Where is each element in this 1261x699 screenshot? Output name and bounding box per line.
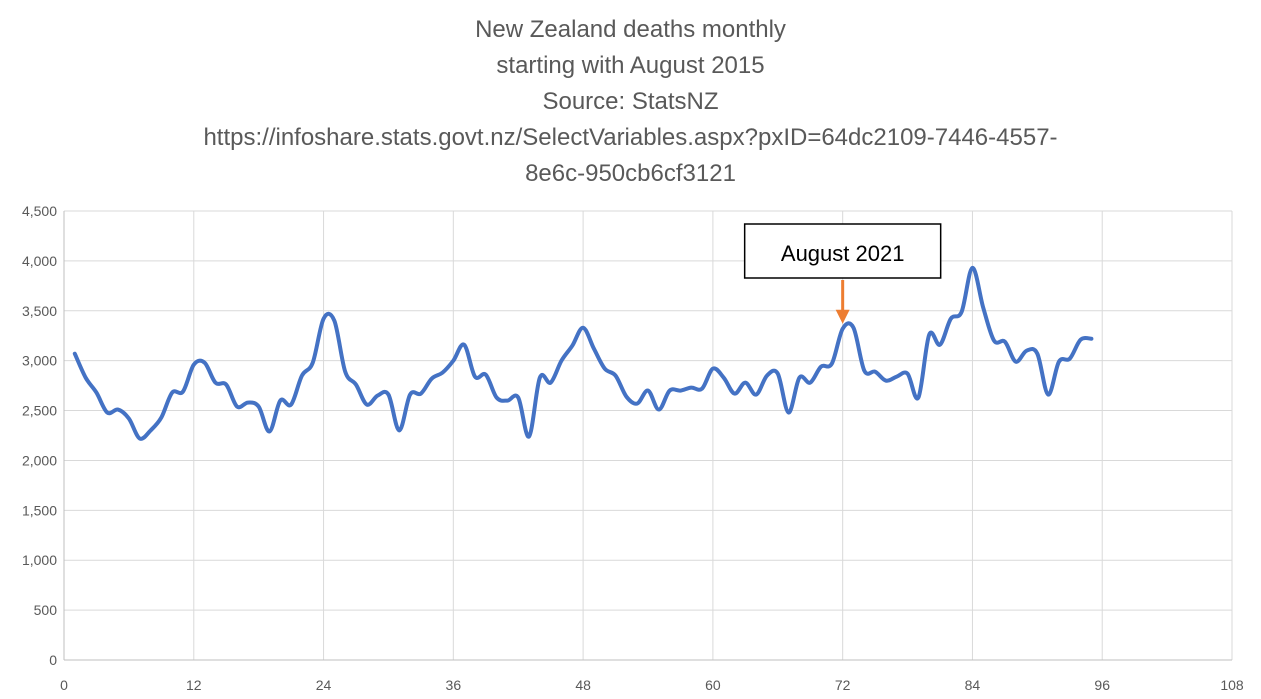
x-tick-label: 48 — [575, 677, 591, 693]
annotation: August 2021 — [743, 223, 942, 324]
y-tick-label: 2,000 — [22, 452, 57, 468]
y-tick-label: 1,000 — [22, 552, 57, 568]
annotation-arrow-head — [835, 309, 850, 324]
x-tick-label: 60 — [705, 677, 721, 693]
chart-title-line-3: Source: StatsNZ — [542, 88, 719, 115]
series-layer — [72, 265, 1094, 441]
y-tick-label: 0 — [49, 652, 57, 668]
x-tick-label: 24 — [316, 677, 332, 693]
y-tick-label: 4,000 — [22, 253, 57, 269]
chart-title-line-1: New Zealand deaths monthly — [475, 16, 786, 43]
chart-title-line-4: https://infoshare.stats.govt.nz/SelectVa… — [203, 124, 1058, 151]
x-tick-label: 0 — [60, 677, 68, 693]
y-tick-label: 1,500 — [22, 502, 57, 518]
x-tick-label: 108 — [1220, 677, 1244, 693]
annotation-label: August 2021 — [781, 241, 905, 266]
y-tick-label: 500 — [34, 602, 58, 618]
y-tick-label: 4,500 — [22, 203, 57, 219]
y-tick-label: 3,500 — [22, 303, 57, 319]
x-tick-label: 12 — [186, 677, 202, 693]
chart-title-line-5: 8e6c-950cb6cf3121 — [525, 160, 736, 187]
y-tick-label: 3,000 — [22, 353, 57, 369]
x-tick-label: 84 — [965, 677, 981, 693]
axes: 0 500 1,000 1,500 2,000 2,500 3,000 3,500 4,000 4… — [22, 203, 1244, 693]
chart-title: New Zealand deaths monthly starting with… — [0, 12, 1261, 192]
chart-title-line-2: starting with August 2015 — [496, 52, 765, 79]
x-tick-label: 36 — [446, 677, 462, 693]
annotation-box — [743, 223, 942, 279]
x-tick-label: 72 — [835, 677, 851, 693]
y-tick-label: 2,500 — [22, 403, 57, 419]
x-tick-label: 96 — [1094, 677, 1110, 693]
gridlines — [64, 210, 1233, 660]
series-line — [72, 265, 1094, 441]
